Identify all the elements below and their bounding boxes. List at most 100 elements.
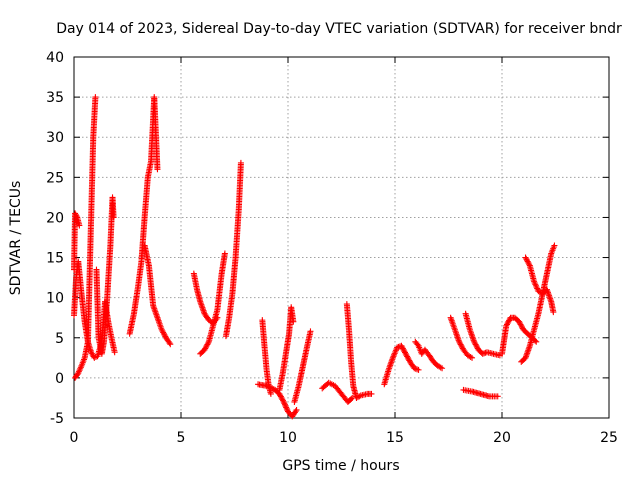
y-axis-label: SDTVAR / TECUs [8, 181, 24, 296]
data-point [532, 281, 539, 288]
y-tick-label: 10 [46, 291, 64, 307]
data-point [457, 341, 464, 348]
data-point [368, 390, 375, 397]
x-axis-label: GPS time / hours [282, 458, 399, 474]
data-point [221, 250, 228, 257]
series-arc-13 [291, 328, 314, 405]
data-point [307, 328, 314, 335]
data-point [159, 328, 166, 335]
data-point [399, 344, 406, 351]
data-point [160, 330, 167, 337]
data-point [293, 406, 300, 413]
data-point [469, 354, 476, 361]
series-arc-03 [72, 94, 99, 381]
series-arc-08 [197, 250, 228, 357]
x-tick-label: 10 [279, 430, 297, 446]
data-point [283, 404, 290, 411]
series-arc-15 [343, 301, 375, 401]
data-point [531, 279, 538, 286]
data-point [439, 365, 446, 372]
series-arc-19 [462, 310, 503, 359]
series-arc-20 [460, 386, 501, 400]
data-point [158, 326, 165, 333]
x-tick-labels: 0 5 10 15 20 25 [70, 430, 618, 446]
series-arc-14 [319, 379, 356, 405]
data-point [292, 408, 299, 415]
data-point [281, 401, 288, 408]
data-point [277, 392, 284, 399]
data-point [281, 400, 288, 407]
data-point [471, 340, 478, 347]
data-point [237, 159, 244, 166]
data-point [398, 342, 405, 349]
data-point [516, 320, 523, 327]
data-point [524, 258, 531, 265]
data-point [161, 332, 168, 339]
data-point [532, 282, 539, 289]
data-point [205, 340, 212, 347]
data-point [415, 366, 422, 373]
data-point [467, 354, 474, 361]
data-point [518, 322, 525, 329]
axis-ticks [73, 56, 610, 419]
data-point [202, 344, 209, 351]
data-point [402, 350, 409, 357]
data-point [533, 338, 540, 345]
data-point [75, 370, 82, 377]
data-point [473, 342, 480, 349]
series-arc-10 [255, 381, 300, 420]
data-point [160, 329, 167, 336]
y-tick-label: 15 [46, 251, 64, 267]
data-point [456, 338, 463, 345]
series-arc-06 [141, 242, 174, 348]
data-point [531, 278, 538, 285]
data-point [533, 284, 540, 291]
series-arc-02 [71, 210, 83, 273]
x-tick-label: 20 [493, 430, 511, 446]
data-point [525, 259, 532, 266]
data-point [458, 342, 465, 349]
x-tick-label: 25 [600, 430, 618, 446]
data-point [401, 349, 408, 356]
data-point [277, 393, 284, 400]
chart-title: Day 014 of 2023, Sidereal Day-to-day VTE… [56, 21, 622, 37]
data-point [506, 317, 513, 324]
y-tick-label: 0 [55, 371, 64, 387]
data-point [75, 368, 82, 375]
data-point [399, 345, 406, 352]
data-point [204, 341, 211, 348]
data-point [279, 396, 286, 403]
data-point [459, 344, 466, 351]
data-point [401, 348, 408, 355]
data-point [471, 338, 478, 345]
data-point [523, 255, 530, 262]
data-point [283, 405, 290, 412]
series-arc-12 [276, 304, 297, 393]
data-point [166, 339, 173, 346]
data-point [76, 367, 83, 374]
x-tick-label: 5 [177, 430, 186, 446]
data-point [110, 214, 117, 221]
data-point [282, 403, 289, 410]
data-point [400, 346, 407, 353]
series-arc-09 [222, 159, 244, 340]
data-point [167, 341, 174, 348]
data-point [522, 254, 529, 261]
series-arc-16 [381, 342, 422, 388]
data-point [203, 342, 210, 349]
data-point [526, 261, 533, 268]
y-tick-label: 40 [46, 50, 64, 66]
data-point [516, 318, 523, 325]
series-arc-18 [447, 314, 476, 361]
data-point [72, 211, 79, 218]
series-arc-17 [412, 338, 446, 372]
data-point [472, 341, 479, 348]
data-point [534, 285, 541, 292]
y-tick-label: 35 [46, 90, 64, 106]
data-point [505, 318, 512, 325]
data-point [456, 340, 463, 347]
data-point [551, 242, 558, 249]
data-point [437, 364, 444, 371]
data-point [77, 364, 84, 371]
data-point [523, 257, 530, 264]
